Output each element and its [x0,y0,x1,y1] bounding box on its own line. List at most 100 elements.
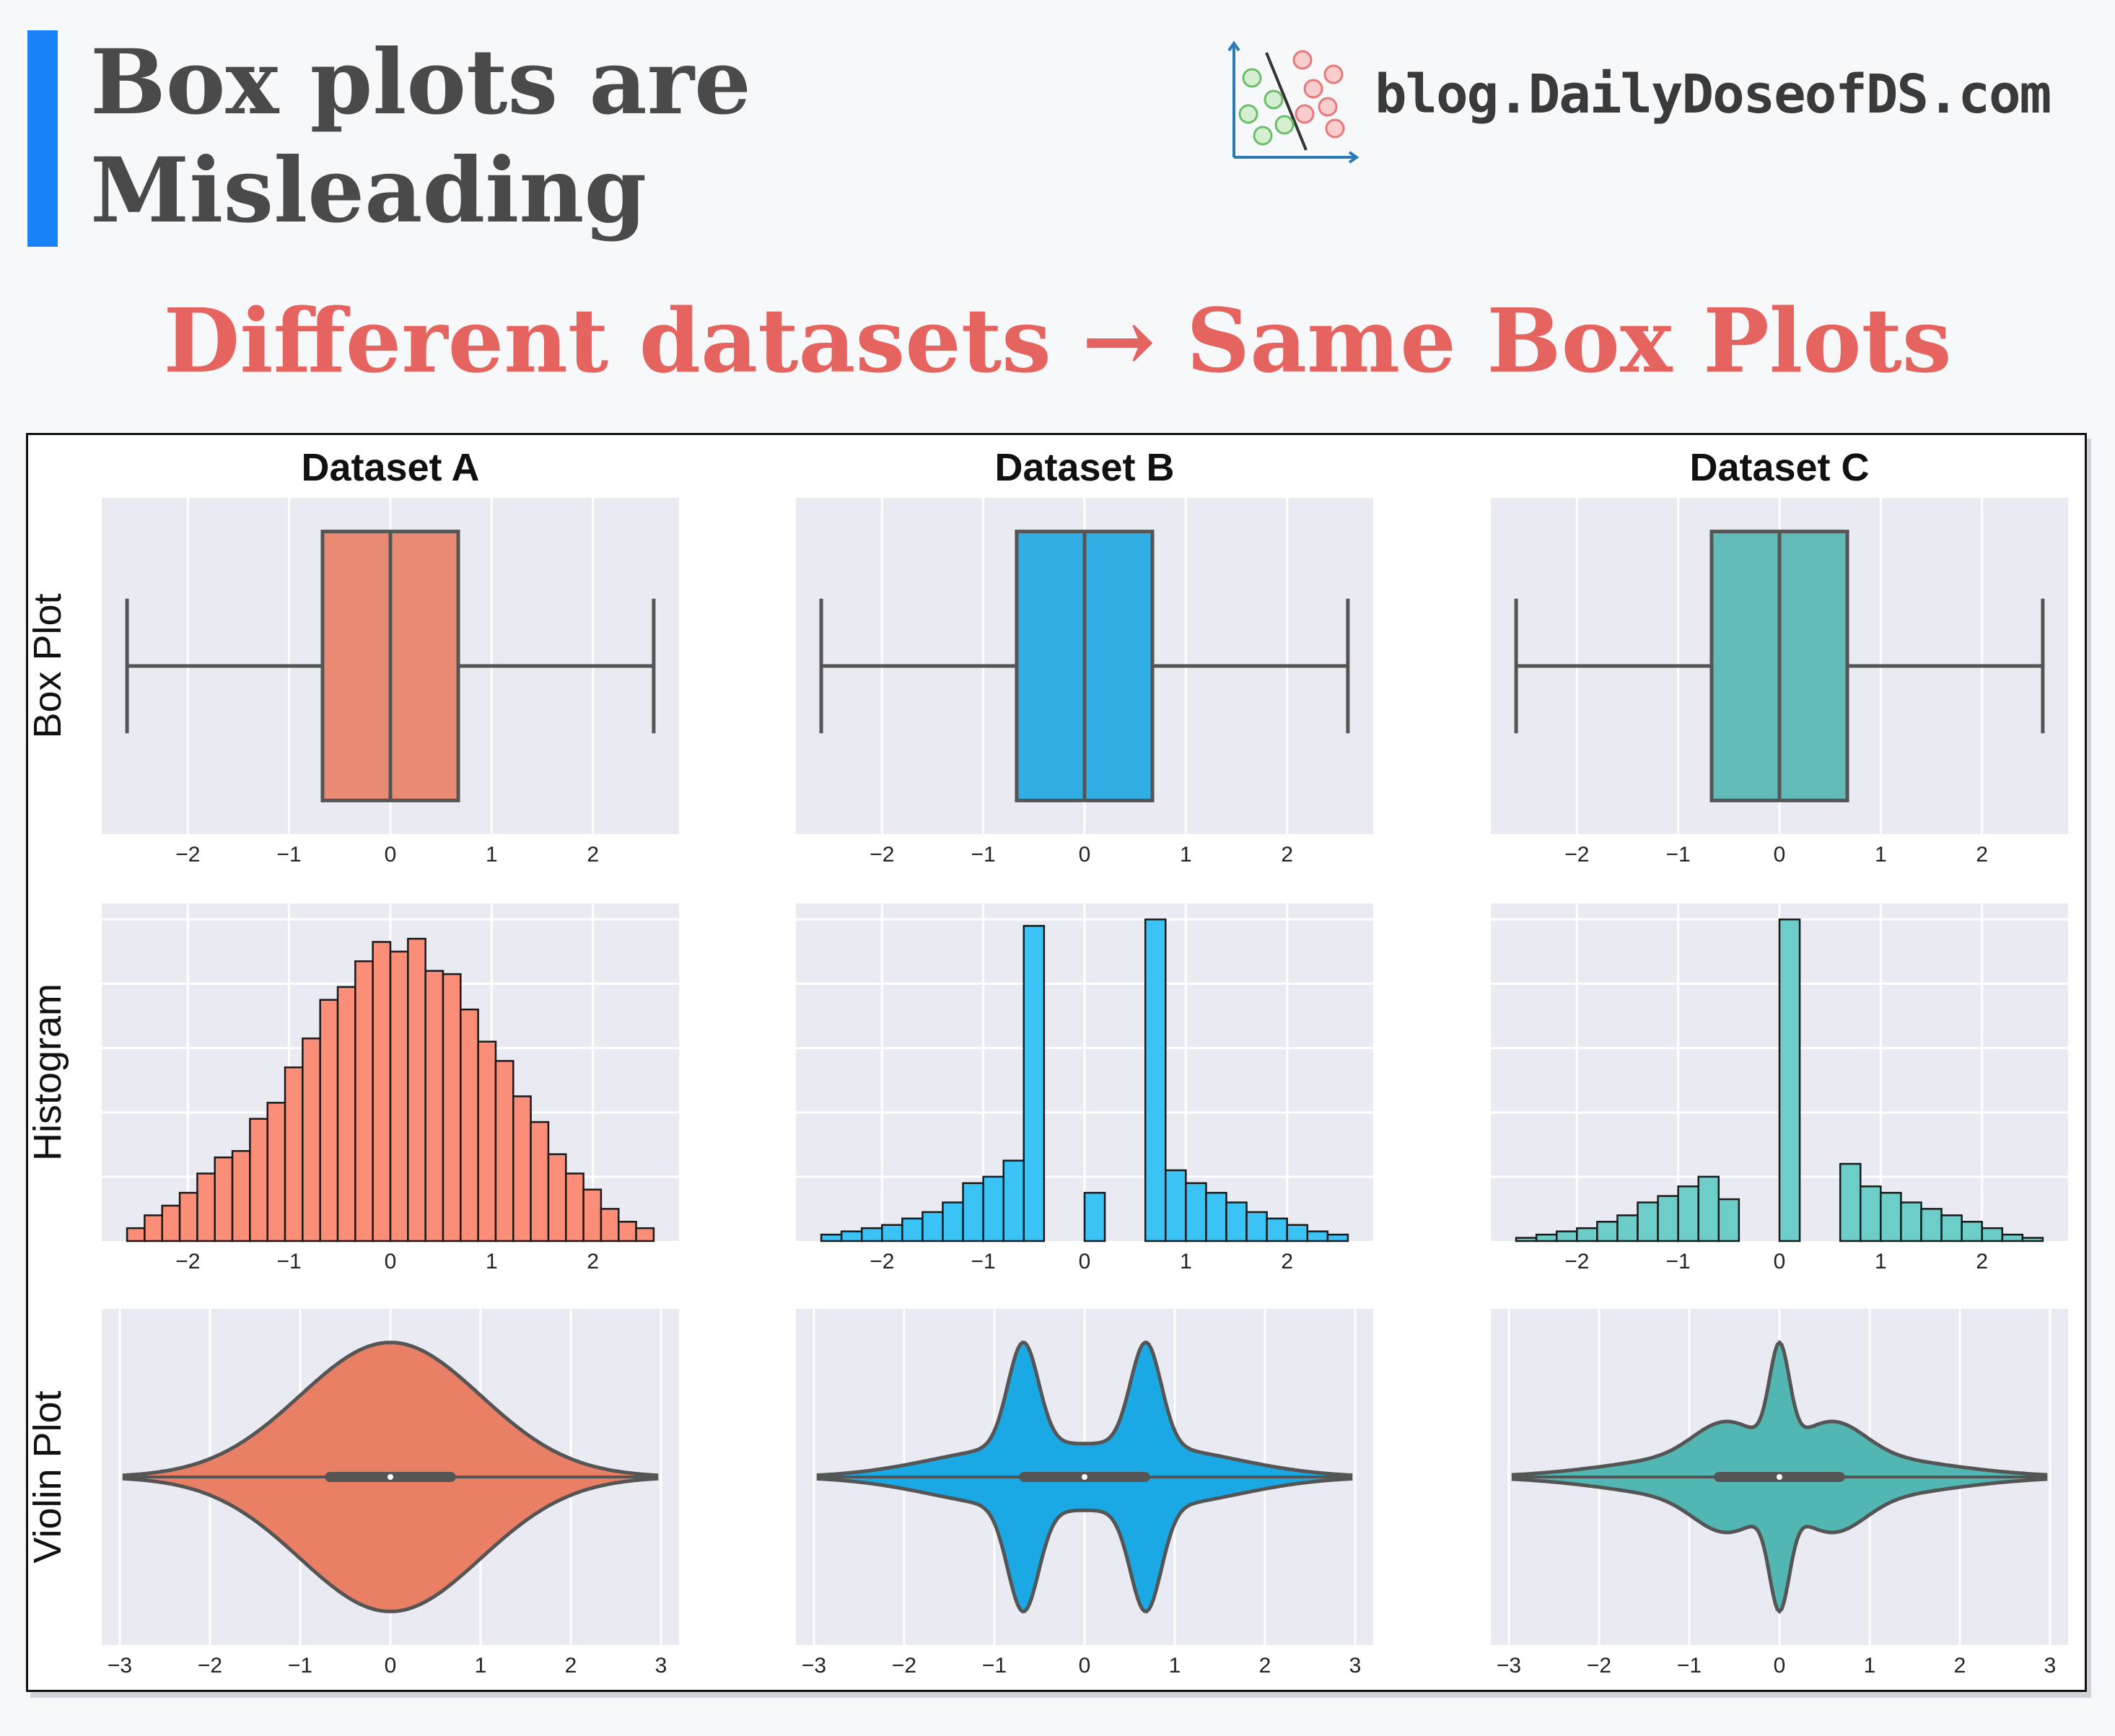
x-tick-label: 1 [1169,1654,1181,1678]
histogram-panel-3: −2 −1 0 1 2 [1491,903,2068,1273]
histogram-bar [860,1227,883,1242]
x-tick-label: −1 [277,1250,302,1273]
x-tick-label: 1 [1875,1250,1887,1273]
histogram-bar [1002,1159,1025,1242]
histogram-bar [1981,1227,2004,1242]
x-tick-label: 2 [587,843,599,867]
histogram-bar [1596,1221,1619,1242]
x-tick-label: −2 [175,843,200,867]
x-tick-label: 2 [1281,1250,1293,1273]
histogram-bar [372,941,392,1242]
histogram-bar [1717,1198,1740,1242]
histogram-bar [1697,1175,1720,1242]
histogram-bar [1326,1233,1349,1242]
histogram-bar [1940,1214,1963,1242]
x-tick-label: 2 [1976,843,1988,867]
histogram-bar [1920,1208,1943,1242]
x-tick-label: 0 [1079,1654,1091,1678]
histogram-bar [424,970,445,1242]
histogram-bar [1144,919,1167,1242]
histogram-bar [565,1172,584,1242]
histogram-bar [1900,1201,1922,1242]
column-title-1: Dataset A [301,446,479,489]
histogram-bar [881,1224,903,1242]
violin-median [1082,1474,1087,1480]
x-tick-label: 0 [1079,843,1091,867]
histogram-bar [442,973,462,1242]
histogram-bar [407,937,426,1242]
histogram-bar [962,1182,984,1242]
histogram-panel-1: −2 −1 0 1 2 [102,903,679,1273]
row-label-1: Box Plot [26,593,69,738]
histogram-bar [1880,1191,1902,1242]
x-tick-label: 0 [385,1250,397,1273]
histogram-bar [1185,1182,1207,1242]
x-tick-label: −1 [971,843,996,867]
x-tick-label: −3 [108,1654,132,1678]
chart-grid: Dataset A Dataset B Dataset C Box Plot Histo… [26,446,2068,1678]
histogram-bar [1306,1230,1329,1242]
x-tick-label: −1 [971,1250,996,1273]
box-plot-panel-3: −2 −1 0 1 2 [1491,498,2068,867]
histogram-bar [354,960,374,1242]
x-tick-label: 0 [1079,1250,1091,1273]
histogram-bar [266,1102,286,1242]
x-tick-label: 3 [1349,1654,1362,1678]
x-tick-label: 1 [1180,1250,1192,1273]
histogram-bar [460,1008,479,1242]
violin-panel-2: −3 −2 −1 0 1 2 3 [796,1309,1373,1678]
histogram-bar [161,1204,181,1242]
x-tick-label: 0 [385,1654,397,1678]
x-tick-label: 2 [587,1250,599,1273]
histogram-bar [547,1153,567,1242]
histogram-bar [635,1227,655,1242]
histogram-bar [1961,1221,1983,1242]
x-tick-label: −1 [982,1654,1007,1678]
histogram-bar [901,1217,924,1242]
violin-median [1777,1474,1782,1480]
histogram-bar [389,950,409,1242]
x-tick-label: 1 [486,843,498,867]
histogram-bar [2001,1233,2024,1242]
row-label-2: Histogram [26,983,69,1161]
column-title-2: Dataset B [994,446,1174,489]
histogram-bar [1535,1233,1558,1242]
x-tick-label: 2 [1976,1250,1988,1273]
histogram-bar [214,1156,234,1242]
x-tick-label: 2 [565,1654,577,1678]
histogram-bar [582,1188,603,1242]
subtitle: Different datasets → Same Box Plots [163,289,1952,393]
x-tick-label: 1 [1875,843,1887,867]
histogram-panel-2: −2 −1 0 1 2 [796,903,1373,1273]
histogram-bar [1165,1169,1187,1242]
histogram-bar [1616,1214,1639,1242]
violin-median [387,1474,393,1480]
histogram-bar [249,1118,268,1242]
x-tick-label: −2 [1564,1250,1589,1273]
histogram-bar [302,1037,321,1242]
histogram-bar [1839,1162,1862,1242]
x-tick-label: −1 [288,1654,312,1678]
histogram-bar [196,1172,216,1242]
x-tick-label: −3 [1497,1654,1521,1678]
histogram-bar [1023,924,1046,1242]
histogram-bar [1286,1224,1309,1242]
histogram-bar [1205,1191,1227,1242]
x-tick-label: −2 [870,843,894,867]
histogram-bar [820,1233,843,1242]
histogram-bar [1266,1217,1288,1242]
histogram-bar [319,999,339,1242]
histogram-bar [512,1095,532,1242]
x-tick-label: −1 [1677,1654,1702,1678]
histogram-bar [2021,1237,2044,1242]
x-tick-label: −1 [1666,843,1691,867]
x-tick-label: −2 [892,1654,916,1678]
histogram-bar [1657,1195,1679,1242]
histogram-bar [1576,1227,1598,1242]
histogram-bar [126,1227,146,1242]
histogram-bar [477,1040,497,1242]
x-tick-label: 0 [1774,1250,1786,1273]
histogram-bar [1637,1201,1659,1242]
histogram-bar [942,1201,964,1242]
histogram-bar [530,1121,550,1242]
